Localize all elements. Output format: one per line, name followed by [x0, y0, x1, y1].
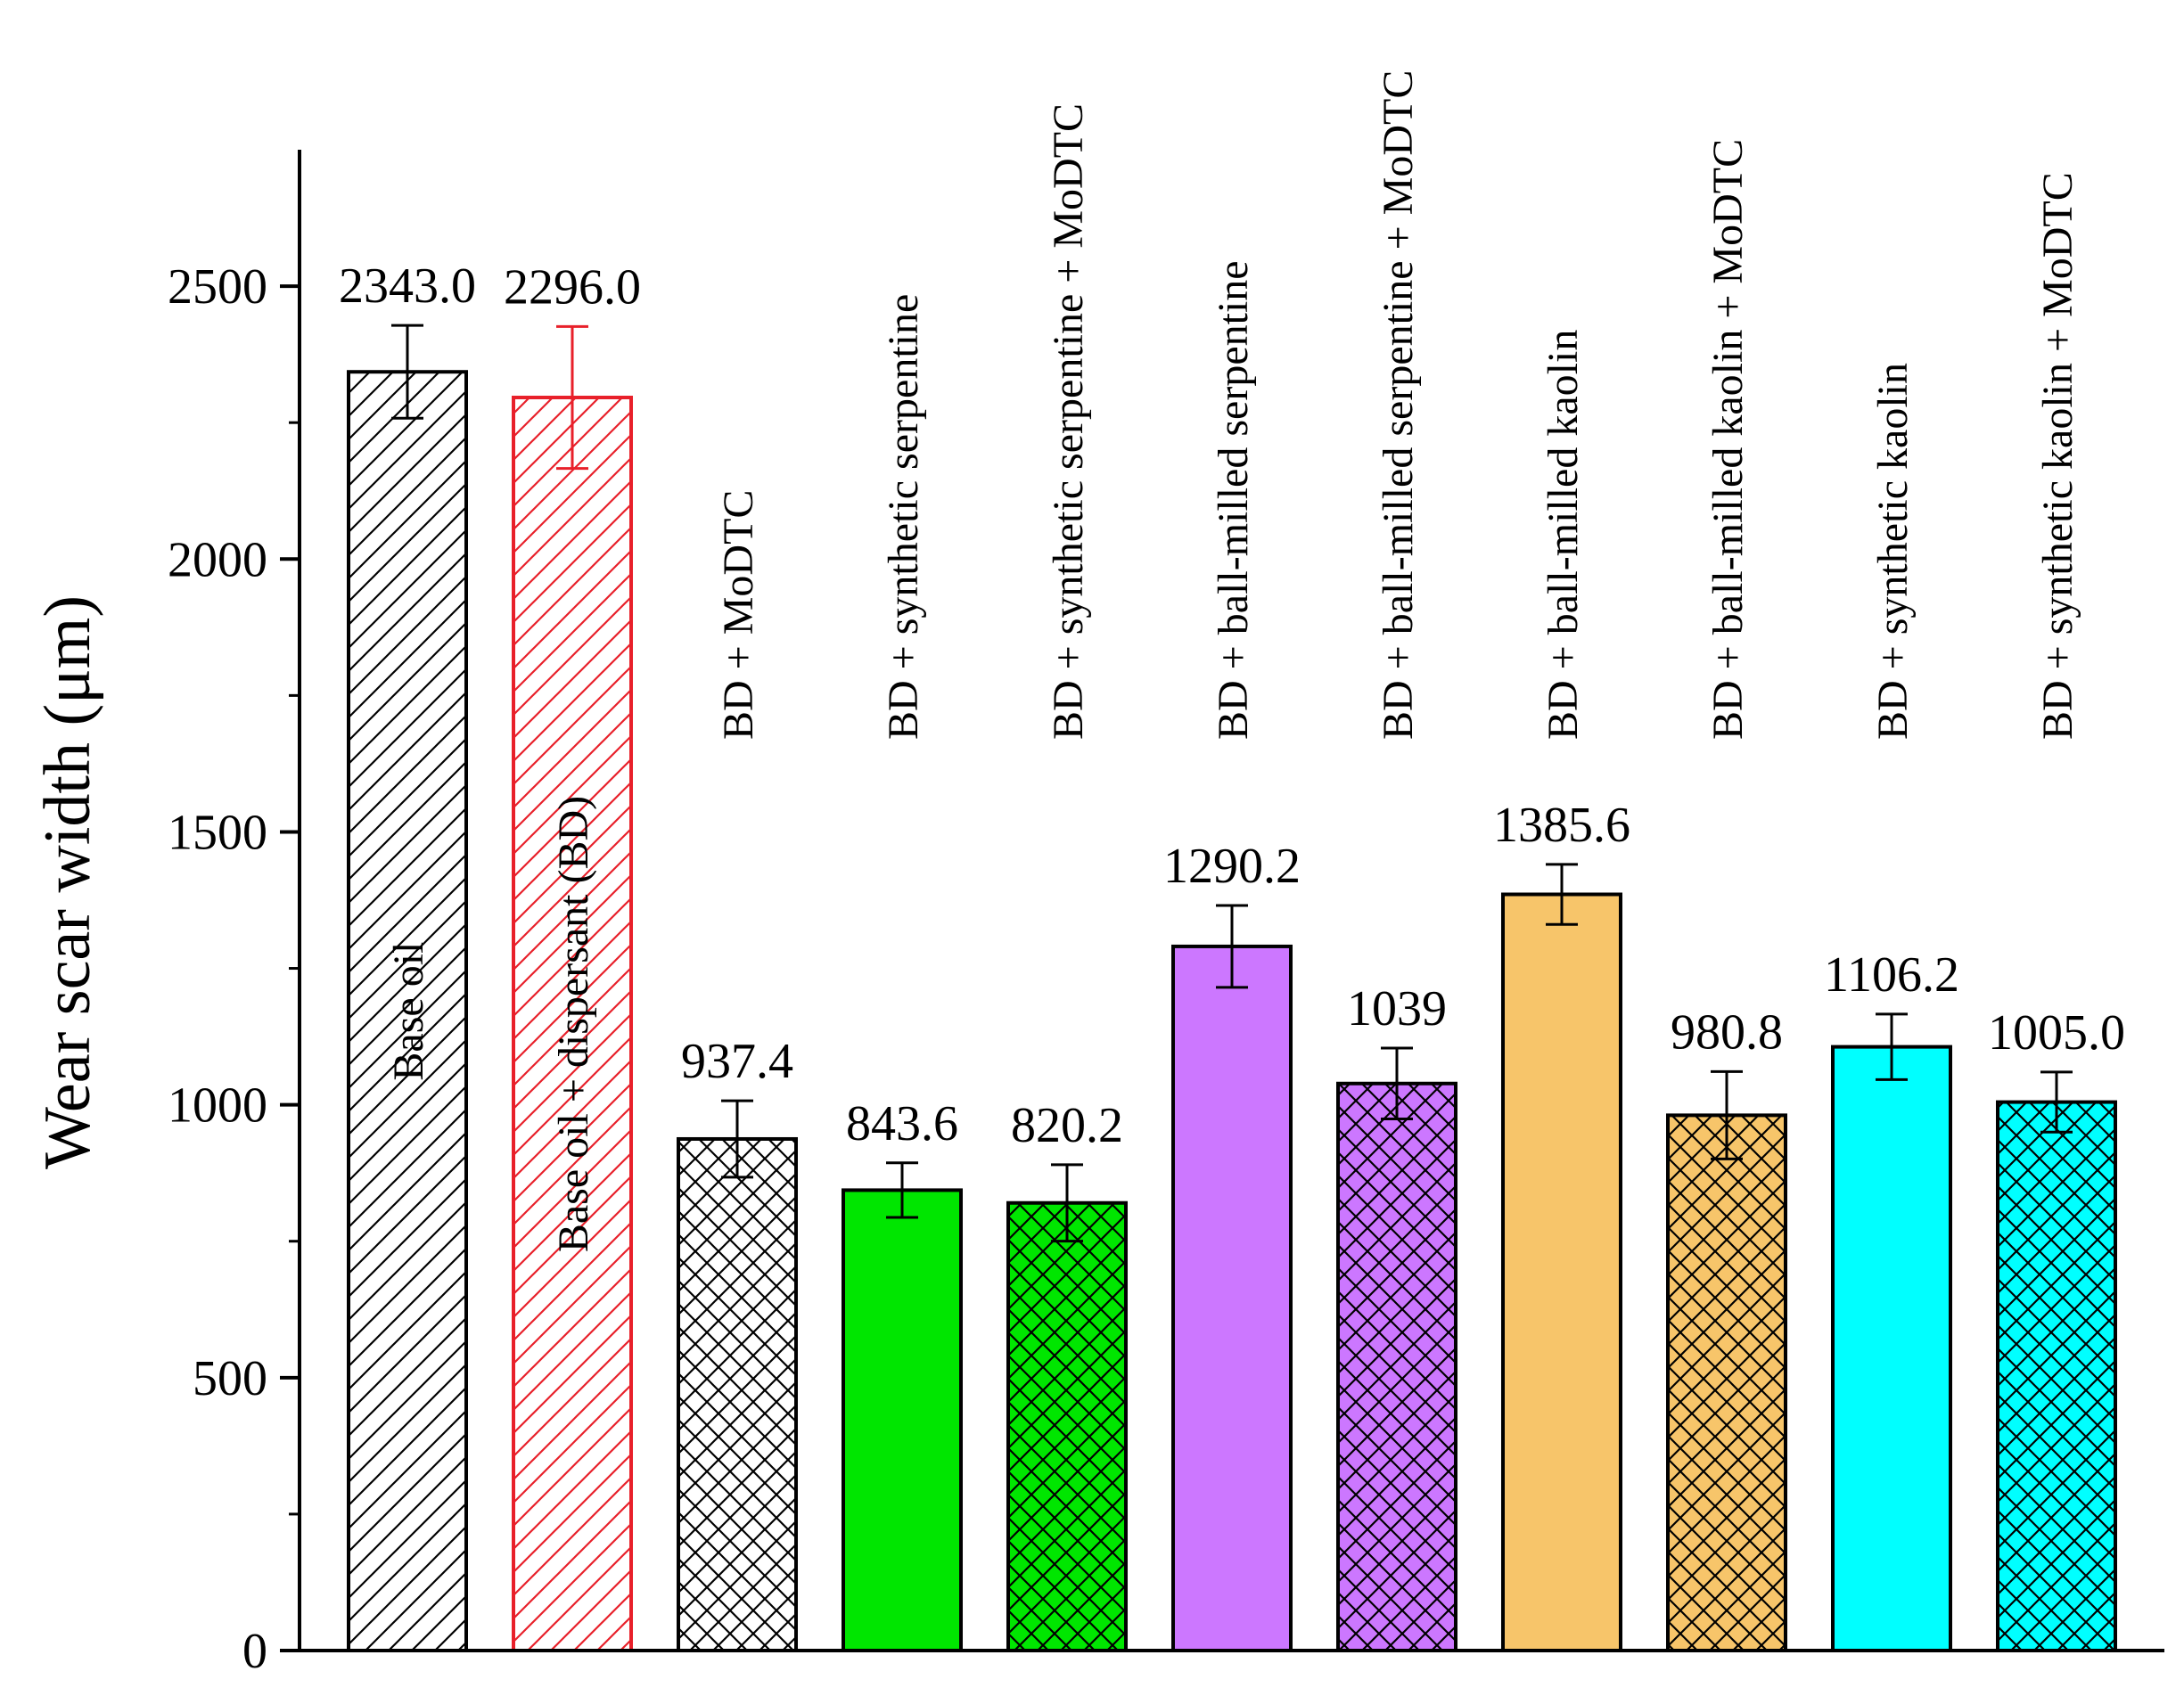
y-tick-label: 1500 — [168, 805, 267, 860]
value-label: 820.2 — [1011, 1098, 1123, 1153]
bar — [1336, 1081, 1457, 1652]
bar — [677, 1136, 798, 1652]
axes-layer: 0 500 1000 1500 2000 2500 — [168, 150, 2164, 1679]
bar — [1006, 1200, 1128, 1653]
category-label: BD + MoDTC — [715, 490, 762, 740]
bar — [1996, 1100, 2117, 1653]
category-label: Base oil + dispersant (BD) — [550, 796, 597, 1252]
bar — [347, 370, 468, 1652]
category-label: BD + ball-milled kaolin + MoDTC — [1704, 139, 1752, 740]
category-label: BD + ball-milled kaolin — [1539, 330, 1587, 740]
bar — [1501, 892, 1622, 1652]
value-label: 1039 — [1347, 981, 1447, 1036]
error-bar — [1216, 904, 1248, 989]
error-bar — [1546, 863, 1578, 926]
value-label: 2296.0 — [504, 259, 641, 315]
error-bar — [886, 1161, 918, 1219]
category-label: Base oil — [385, 942, 432, 1081]
bar — [512, 396, 633, 1653]
bar — [1831, 1045, 1952, 1653]
error-bar — [1876, 1012, 1908, 1081]
category-label: BD + ball-milled serpentine + MoDTC — [1375, 70, 1422, 740]
bar — [842, 1188, 963, 1652]
category-label: BD + synthetic kaolin — [1869, 363, 1917, 740]
category-label: BD + ball-milled serpentine — [1210, 260, 1257, 740]
y-tick-label: 500 — [193, 1351, 267, 1406]
value-label: 980.8 — [1671, 1004, 1783, 1060]
category-label: BD + synthetic serpentine + MoDTC — [1045, 103, 1092, 740]
value-label: 843.6 — [846, 1096, 958, 1151]
value-label: 1290.2 — [1163, 839, 1301, 894]
y-tick-label: 2000 — [168, 532, 267, 587]
bar — [1666, 1113, 1787, 1653]
error-bar — [2040, 1070, 2073, 1134]
error-bar — [1711, 1069, 1743, 1160]
value-label: 2343.0 — [339, 258, 476, 314]
y-tick-label: 2500 — [168, 259, 267, 315]
y-tick-label: 1000 — [168, 1078, 267, 1134]
error-bar — [391, 324, 423, 420]
y-tick-label: 0 — [242, 1624, 267, 1679]
labels-layer: 2343.0 Base oil 2296.0 Base oil + dispersan… — [339, 70, 2125, 1253]
error-bar — [556, 324, 588, 471]
error-bars-layer — [391, 324, 2073, 1243]
value-label: 1005.0 — [1988, 1005, 2125, 1061]
value-label: 1385.6 — [1493, 798, 1630, 853]
error-bar — [721, 1099, 753, 1179]
category-label: BD + synthetic serpentine — [880, 294, 927, 740]
bars-layer — [347, 370, 2117, 1653]
bar — [1171, 944, 1293, 1652]
value-label: 937.4 — [681, 1034, 793, 1089]
value-label: 1106.2 — [1824, 947, 1959, 1003]
category-label: BD + synthetic kaolin + MoDTC — [2034, 172, 2081, 740]
error-bar — [1381, 1046, 1413, 1121]
error-bar — [1051, 1163, 1083, 1243]
y-axis-title: Wear scar width (μm) — [31, 595, 104, 1169]
